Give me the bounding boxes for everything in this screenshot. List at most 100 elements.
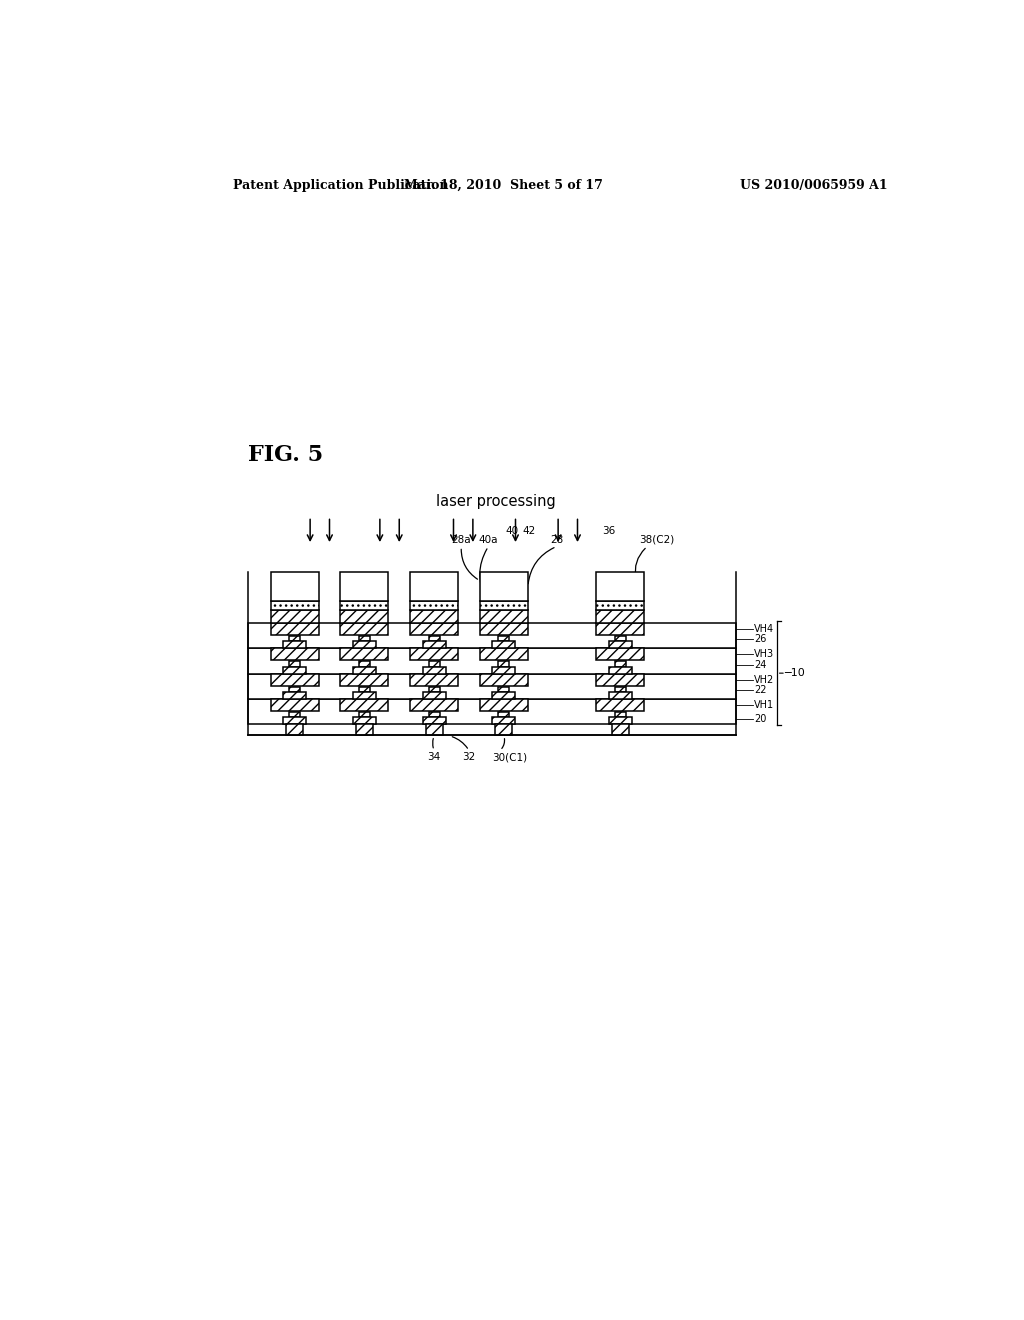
Bar xyxy=(270,648,318,660)
Bar xyxy=(352,667,376,673)
Bar xyxy=(499,661,509,667)
Bar xyxy=(596,648,644,660)
Bar xyxy=(596,673,644,686)
Bar xyxy=(352,718,376,725)
Bar xyxy=(429,661,439,667)
Bar xyxy=(499,711,509,718)
Bar xyxy=(480,601,528,610)
Bar xyxy=(248,673,736,700)
Bar xyxy=(480,700,528,711)
Bar xyxy=(480,623,528,635)
Bar xyxy=(356,725,373,735)
Bar xyxy=(340,700,388,711)
Bar xyxy=(410,601,458,610)
Bar xyxy=(423,718,445,725)
Bar xyxy=(596,610,644,623)
Text: 30(C1): 30(C1) xyxy=(493,752,527,762)
Bar xyxy=(429,636,439,642)
Bar xyxy=(614,711,626,718)
Bar xyxy=(614,686,626,692)
Text: VH1: VH1 xyxy=(755,700,774,710)
Bar xyxy=(410,572,458,601)
Bar xyxy=(289,661,300,667)
Bar xyxy=(596,623,644,635)
Bar xyxy=(359,686,370,692)
Text: FIG. 5: FIG. 5 xyxy=(248,444,324,466)
Bar xyxy=(423,692,445,700)
Text: ─10: ─10 xyxy=(784,668,805,678)
Bar xyxy=(340,572,388,601)
Bar xyxy=(493,718,515,725)
Text: 40: 40 xyxy=(505,525,518,536)
Bar xyxy=(359,636,370,642)
Bar xyxy=(410,673,458,686)
Bar xyxy=(611,725,629,735)
Bar xyxy=(608,642,632,648)
Bar xyxy=(480,572,528,601)
Bar xyxy=(270,601,318,610)
Bar xyxy=(496,725,512,735)
Bar xyxy=(596,700,644,711)
Text: 20: 20 xyxy=(755,714,767,725)
Bar xyxy=(248,700,736,725)
Bar xyxy=(289,636,300,642)
Bar xyxy=(340,610,388,623)
Bar xyxy=(410,648,458,660)
Bar xyxy=(410,700,458,711)
Text: 26: 26 xyxy=(755,634,767,644)
Bar xyxy=(429,711,439,718)
Text: laser processing: laser processing xyxy=(436,494,556,508)
Bar xyxy=(480,610,528,623)
Text: 36: 36 xyxy=(602,525,615,536)
Bar xyxy=(340,623,388,635)
Bar xyxy=(596,601,644,610)
Bar xyxy=(493,692,515,700)
Bar xyxy=(429,686,439,692)
Text: 24: 24 xyxy=(755,660,767,669)
Bar xyxy=(608,667,632,673)
Bar xyxy=(286,725,303,735)
Bar xyxy=(608,692,632,700)
Bar xyxy=(340,601,388,610)
Bar xyxy=(493,667,515,673)
Text: US 2010/0065959 A1: US 2010/0065959 A1 xyxy=(740,178,888,191)
Text: 38(C2): 38(C2) xyxy=(640,535,675,545)
Bar xyxy=(614,661,626,667)
Text: 40a: 40a xyxy=(478,535,498,545)
Text: VH3: VH3 xyxy=(755,649,774,659)
Bar xyxy=(340,673,388,686)
Bar xyxy=(614,636,626,642)
Bar xyxy=(270,700,318,711)
Bar xyxy=(283,642,306,648)
Bar xyxy=(270,623,318,635)
Bar xyxy=(493,642,515,648)
Bar xyxy=(248,648,736,673)
Text: 28a: 28a xyxy=(452,535,471,545)
Bar xyxy=(283,667,306,673)
Text: Patent Application Publication: Patent Application Publication xyxy=(232,178,449,191)
Text: Mar. 18, 2010  Sheet 5 of 17: Mar. 18, 2010 Sheet 5 of 17 xyxy=(404,178,603,191)
Text: VH2: VH2 xyxy=(755,675,774,685)
Bar xyxy=(270,572,318,601)
Text: 32: 32 xyxy=(463,752,475,762)
Bar xyxy=(480,673,528,686)
Bar xyxy=(340,648,388,660)
Bar xyxy=(270,610,318,623)
Text: 28: 28 xyxy=(550,535,563,545)
Bar xyxy=(410,623,458,635)
Bar xyxy=(359,711,370,718)
Bar xyxy=(480,648,528,660)
Bar xyxy=(270,673,318,686)
Text: 22: 22 xyxy=(755,685,767,696)
Bar xyxy=(352,692,376,700)
Bar xyxy=(426,725,442,735)
Bar xyxy=(289,711,300,718)
Bar xyxy=(352,642,376,648)
Bar xyxy=(248,623,736,648)
Bar xyxy=(359,661,370,667)
Bar xyxy=(608,718,632,725)
Bar xyxy=(283,718,306,725)
Text: VH4: VH4 xyxy=(755,624,774,634)
Bar xyxy=(499,636,509,642)
Bar xyxy=(410,610,458,623)
